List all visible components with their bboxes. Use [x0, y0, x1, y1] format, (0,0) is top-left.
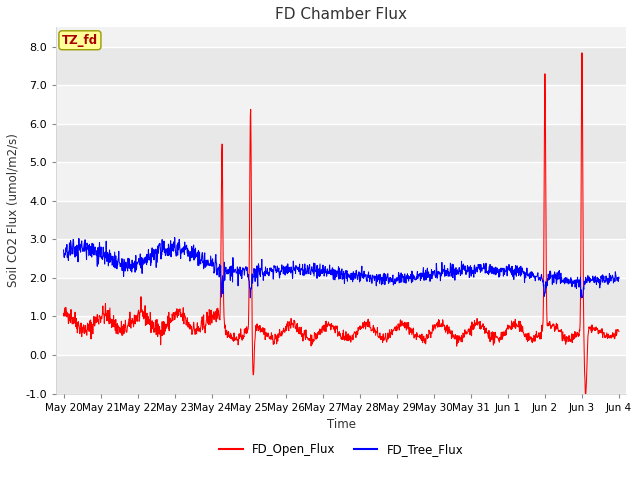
FD_Open_Flux	[296, 324, 303, 330]
Bar	[56, 316, 627, 355]
FD_Tree_Flux	[296, 261, 303, 267]
FD_Open_Flux	[60, 311, 67, 316]
FD_Tree_Flux	[125, 256, 133, 262]
FD_Tree_Flux	[307, 268, 315, 274]
FD_Open_Flux	[376, 330, 383, 336]
FD_Open_Flux	[578, 50, 586, 56]
Legend: FD_Open_Flux, FD_Tree_Flux: FD_Open_Flux, FD_Tree_Flux	[214, 439, 468, 461]
FD_Open_Flux	[317, 326, 324, 332]
Bar	[56, 85, 627, 124]
Bar	[56, 278, 627, 316]
FD_Open_Flux	[615, 329, 623, 335]
Line: FD_Open_Flux: FD_Open_Flux	[63, 53, 619, 396]
Bar	[56, 124, 627, 162]
Bar	[56, 201, 627, 240]
Bar	[56, 240, 627, 278]
FD_Tree_Flux	[578, 295, 586, 301]
FD_Tree_Flux	[102, 253, 110, 259]
Bar	[56, 162, 627, 201]
FD_Tree_Flux	[60, 247, 67, 253]
Bar	[56, 355, 627, 394]
FD_Tree_Flux	[317, 271, 325, 276]
Line: FD_Tree_Flux: FD_Tree_Flux	[63, 238, 619, 298]
Y-axis label: Soil CO2 Flux (umol/m2/s): Soil CO2 Flux (umol/m2/s)	[7, 133, 20, 288]
FD_Tree_Flux	[171, 235, 179, 240]
FD_Tree_Flux	[376, 272, 384, 277]
Bar	[56, 47, 627, 85]
Text: TZ_fd: TZ_fd	[62, 34, 98, 47]
FD_Tree_Flux	[615, 276, 623, 281]
X-axis label: Time: Time	[327, 418, 356, 431]
FD_Open_Flux	[102, 312, 110, 318]
FD_Open_Flux	[307, 332, 315, 337]
FD_Open_Flux	[125, 316, 133, 322]
FD_Open_Flux	[582, 394, 589, 399]
Title: FD Chamber Flux: FD Chamber Flux	[275, 7, 407, 22]
